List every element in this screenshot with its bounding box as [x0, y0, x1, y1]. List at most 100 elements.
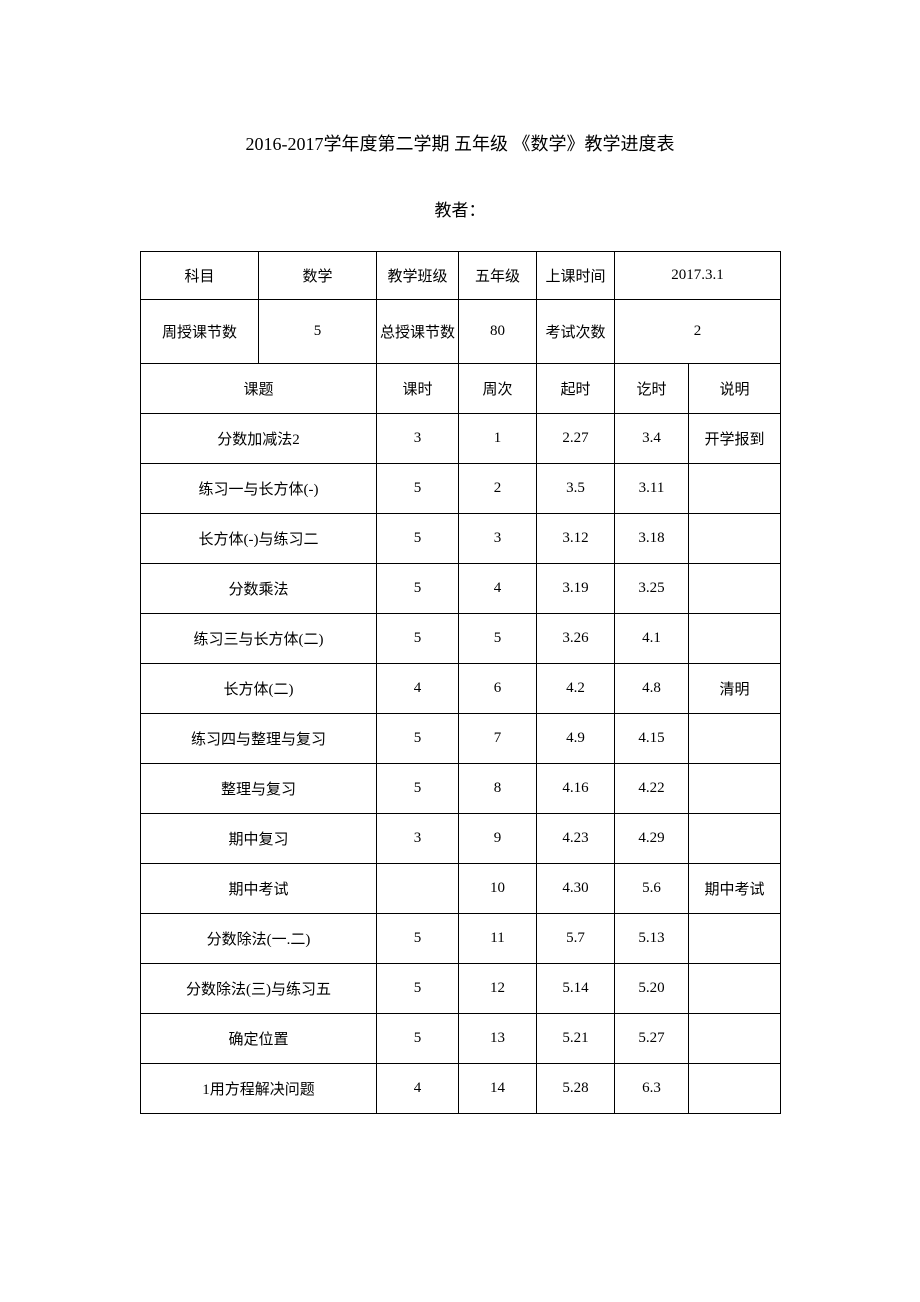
col-start: 起时 — [537, 364, 615, 414]
cell-week: 11 — [459, 914, 537, 964]
label-total: 总授课节数 — [377, 300, 459, 364]
cell-week: 10 — [459, 864, 537, 914]
table-row: 1用方程解决问题4145.286.3 — [141, 1064, 781, 1114]
label-class: 教学班级 — [377, 252, 459, 300]
cell-start: 5.14 — [537, 964, 615, 1014]
cell-hours: 3 — [377, 814, 459, 864]
cell-hours: 5 — [377, 714, 459, 764]
cell-week: 6 — [459, 664, 537, 714]
cell-topic: 分数加减法2 — [141, 414, 377, 464]
cell-hours: 5 — [377, 614, 459, 664]
cell-hours: 5 — [377, 564, 459, 614]
cell-end: 3.25 — [615, 564, 689, 614]
cell-start: 5.28 — [537, 1064, 615, 1114]
cell-note — [689, 464, 781, 514]
cell-end: 4.15 — [615, 714, 689, 764]
cell-week: 14 — [459, 1064, 537, 1114]
cell-note — [689, 764, 781, 814]
cell-week: 9 — [459, 814, 537, 864]
cell-hours: 4 — [377, 664, 459, 714]
cell-topic: 练习一与长方体(-) — [141, 464, 377, 514]
meta-row-2: 周授课节数 5 总授课节数 80 考试次数 2 — [141, 300, 781, 364]
cell-end: 4.29 — [615, 814, 689, 864]
cell-end: 3.11 — [615, 464, 689, 514]
cell-hours: 5 — [377, 764, 459, 814]
cell-start: 4.16 — [537, 764, 615, 814]
value-exams: 2 — [615, 300, 781, 364]
cell-topic: 期中复习 — [141, 814, 377, 864]
value-class: 五年级 — [459, 252, 537, 300]
cell-end: 5.6 — [615, 864, 689, 914]
cell-end: 5.20 — [615, 964, 689, 1014]
cell-week: 1 — [459, 414, 537, 464]
meta-row-1: 科目 数学 教学班级 五年级 上课时间 2017.3.1 — [141, 252, 781, 300]
cell-week: 12 — [459, 964, 537, 1014]
table-row: 分数除法(一.二)5115.75.13 — [141, 914, 781, 964]
cell-note — [689, 814, 781, 864]
table-row: 练习一与长方体(-)523.53.11 — [141, 464, 781, 514]
cell-start: 5.7 — [537, 914, 615, 964]
cell-start: 4.2 — [537, 664, 615, 714]
cell-hours — [377, 864, 459, 914]
cell-start: 4.9 — [537, 714, 615, 764]
cell-start: 3.19 — [537, 564, 615, 614]
cell-topic: 分数乘法 — [141, 564, 377, 614]
cell-end: 4.1 — [615, 614, 689, 664]
table-row: 练习四与整理与复习574.94.15 — [141, 714, 781, 764]
table-row: 期中复习394.234.29 — [141, 814, 781, 864]
schedule-table: 科目 数学 教学班级 五年级 上课时间 2017.3.1 周授课节数 5 总授课… — [140, 251, 781, 1114]
cell-hours: 4 — [377, 1064, 459, 1114]
cell-start: 3.12 — [537, 514, 615, 564]
table-row: 长方体(二)464.24.8清明 — [141, 664, 781, 714]
cell-note — [689, 914, 781, 964]
cell-note — [689, 1064, 781, 1114]
cell-topic: 练习三与长方体(二) — [141, 614, 377, 664]
cell-hours: 5 — [377, 914, 459, 964]
table-row: 整理与复习584.164.22 — [141, 764, 781, 814]
column-header-row: 课题 课时 周次 起时 讫时 说明 — [141, 364, 781, 414]
cell-week: 8 — [459, 764, 537, 814]
value-start-date: 2017.3.1 — [615, 252, 781, 300]
table-row: 确定位置5135.215.27 — [141, 1014, 781, 1064]
cell-start: 4.30 — [537, 864, 615, 914]
cell-topic: 期中考试 — [141, 864, 377, 914]
cell-hours: 5 — [377, 1014, 459, 1064]
label-exams: 考试次数 — [537, 300, 615, 364]
cell-start: 2.27 — [537, 414, 615, 464]
cell-start: 3.26 — [537, 614, 615, 664]
cell-topic: 整理与复习 — [141, 764, 377, 814]
cell-hours: 3 — [377, 414, 459, 464]
cell-hours: 5 — [377, 514, 459, 564]
cell-topic: 练习四与整理与复习 — [141, 714, 377, 764]
col-end: 讫时 — [615, 364, 689, 414]
cell-start: 3.5 — [537, 464, 615, 514]
cell-topic: 长方体(-)与练习二 — [141, 514, 377, 564]
cell-week: 13 — [459, 1014, 537, 1064]
cell-end: 5.13 — [615, 914, 689, 964]
cell-note: 期中考试 — [689, 864, 781, 914]
cell-week: 5 — [459, 614, 537, 664]
cell-end: 3.4 — [615, 414, 689, 464]
cell-end: 3.18 — [615, 514, 689, 564]
table-row: 期中考试104.305.6期中考试 — [141, 864, 781, 914]
cell-note — [689, 964, 781, 1014]
cell-note: 开学报到 — [689, 414, 781, 464]
cell-week: 3 — [459, 514, 537, 564]
label-subject: 科目 — [141, 252, 259, 300]
page-subtitle: 教者： — [140, 196, 780, 221]
table-row: 练习三与长方体(二)553.264.1 — [141, 614, 781, 664]
cell-topic: 分数除法(三)与练习五 — [141, 964, 377, 1014]
table-row: 长方体(-)与练习二533.123.18 — [141, 514, 781, 564]
cell-end: 4.22 — [615, 764, 689, 814]
cell-week: 4 — [459, 564, 537, 614]
table-row: 分数乘法543.193.25 — [141, 564, 781, 614]
cell-note — [689, 1014, 781, 1064]
cell-week: 2 — [459, 464, 537, 514]
table-row: 分数除法(三)与练习五5125.145.20 — [141, 964, 781, 1014]
cell-topic: 确定位置 — [141, 1014, 377, 1064]
cell-hours: 5 — [377, 464, 459, 514]
col-hours: 课时 — [377, 364, 459, 414]
cell-topic: 1用方程解决问题 — [141, 1064, 377, 1114]
label-weekly: 周授课节数 — [141, 300, 259, 364]
page-title: 2016-2017学年度第二学期 五年级 《数学》教学进度表 — [140, 130, 780, 156]
